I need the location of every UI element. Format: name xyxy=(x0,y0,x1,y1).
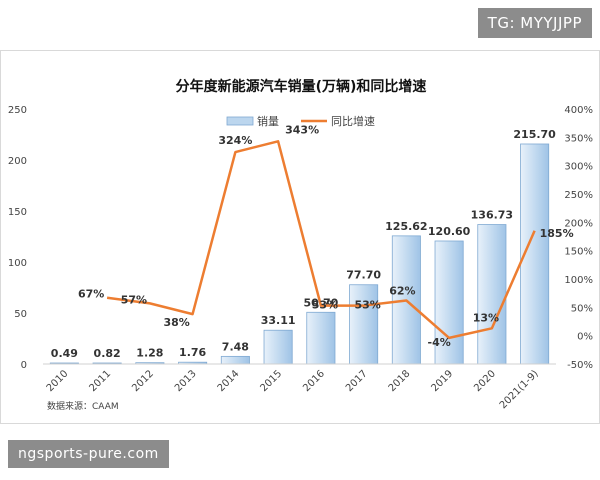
line-value-label: 185% xyxy=(540,227,574,240)
bar-series xyxy=(49,143,550,365)
bar-value-label: 136.73 xyxy=(471,209,513,222)
line-value-label: 57% xyxy=(121,293,147,306)
watermark-bottom: ngsports-pure.com xyxy=(8,440,169,468)
bar-value-label: 1.28 xyxy=(136,347,163,360)
chart: 分年度新能源汽车销量(万辆)和同比增速 销量 同比增速 0 50 100 150 200… xyxy=(8,78,593,412)
growth-line xyxy=(106,140,536,340)
chart-legend: 销量 同比增速 xyxy=(226,114,375,128)
y-left-tick-label: 100 xyxy=(8,258,27,269)
line-value-label: -4% xyxy=(428,336,451,349)
line-value-label: 53% xyxy=(312,299,338,312)
y-right-tick-label: 350% xyxy=(564,133,593,144)
bar xyxy=(349,284,379,365)
y-right-tick-label: 100% xyxy=(564,275,593,286)
chart-title: 分年度新能源汽车销量(万辆)和同比增速 xyxy=(176,78,427,95)
line-value-label: 38% xyxy=(163,316,189,329)
x-tick-label: 2014 xyxy=(216,368,242,394)
bar-value-label: 33.11 xyxy=(261,314,296,327)
y-right-tick-label: 300% xyxy=(564,162,593,173)
y-right-tick-label: -50% xyxy=(567,360,593,371)
y-right-tick-label: 150% xyxy=(564,247,593,258)
y-left-tick-label: 250 xyxy=(8,105,27,116)
bar xyxy=(220,355,250,365)
y-left-tick-label: 200 xyxy=(8,156,27,167)
bar-data-labels: 0.49 0.82 1.28 1.76 7.4833.1150.7077.70125.6… xyxy=(51,128,556,360)
bar-value-label: 0.82 xyxy=(94,347,121,360)
bar xyxy=(306,311,336,365)
line-value-label: 67% xyxy=(78,288,104,301)
line-value-label: 62% xyxy=(389,285,415,298)
x-tick-label: 2011 xyxy=(87,368,113,394)
y-left-tick-label: 150 xyxy=(8,207,27,218)
y-right-tick-label: 0% xyxy=(577,332,593,343)
x-tick-label: 2019 xyxy=(429,368,455,394)
x-tick-label: 2018 xyxy=(387,368,413,394)
bar xyxy=(263,329,293,365)
y-right-tick-label: 400% xyxy=(564,105,593,116)
x-tick-label: 2020 xyxy=(472,368,498,394)
bar-value-label: 1.76 xyxy=(179,346,206,359)
x-tick-label: 2015 xyxy=(258,368,284,394)
source-note: 数据来源：CAAM xyxy=(47,400,119,412)
line-data-labels: 67% 57% 38% 324% 343% 53% 53% 62% -4% 13% 185% xyxy=(78,123,574,349)
legend-label-line: 同比增速 xyxy=(331,114,375,128)
line-value-label: 324% xyxy=(218,134,252,147)
y-axis-right: -50% 0% 50% 100% 150% 200% 250% 300% 350% 400% xyxy=(564,105,593,371)
y-left-tick-label: 50 xyxy=(14,309,27,320)
y-right-tick-label: 250% xyxy=(564,190,593,201)
bar-value-label: 120.60 xyxy=(428,225,471,238)
x-tick-label: 2017 xyxy=(344,368,370,394)
watermark-top: TG: MYYJJPP xyxy=(477,8,592,38)
line-value-label: 13% xyxy=(473,311,499,324)
line-value-label: 343% xyxy=(285,123,319,136)
x-axis: 2010 2011 2012 2013 2014 2015 2016 2017 2018 2019… xyxy=(45,368,541,411)
legend-label-bar: 销量 xyxy=(257,114,279,128)
x-tick-label: 2010 xyxy=(45,368,71,394)
bar-value-label: 77.70 xyxy=(346,269,381,282)
y-left-tick-label: 0 xyxy=(21,360,27,371)
y-right-tick-label: 50% xyxy=(571,303,593,314)
line-value-label: 53% xyxy=(354,299,380,312)
bar-value-label: 7.48 xyxy=(222,340,249,353)
bar-value-label: 0.49 xyxy=(51,347,78,360)
bar-value-label: 215.70 xyxy=(513,128,556,141)
y-right-tick-label: 200% xyxy=(564,218,593,229)
chart-frame: 分年度新能源汽车销量(万辆)和同比增速 销量 同比增速 0 50 100 150 200… xyxy=(0,50,600,424)
x-tick-label: 2013 xyxy=(173,368,199,394)
bar xyxy=(477,224,507,365)
bar-value-label: 125.62 xyxy=(385,220,427,233)
x-tick-label: 2012 xyxy=(130,368,156,394)
legend-swatch-bar xyxy=(226,116,254,126)
x-tick-label: 2021(1-9) xyxy=(498,368,541,411)
x-tick-label: 2016 xyxy=(301,368,327,394)
y-axis-left: 0 50 100 150 200 250 xyxy=(8,105,27,371)
